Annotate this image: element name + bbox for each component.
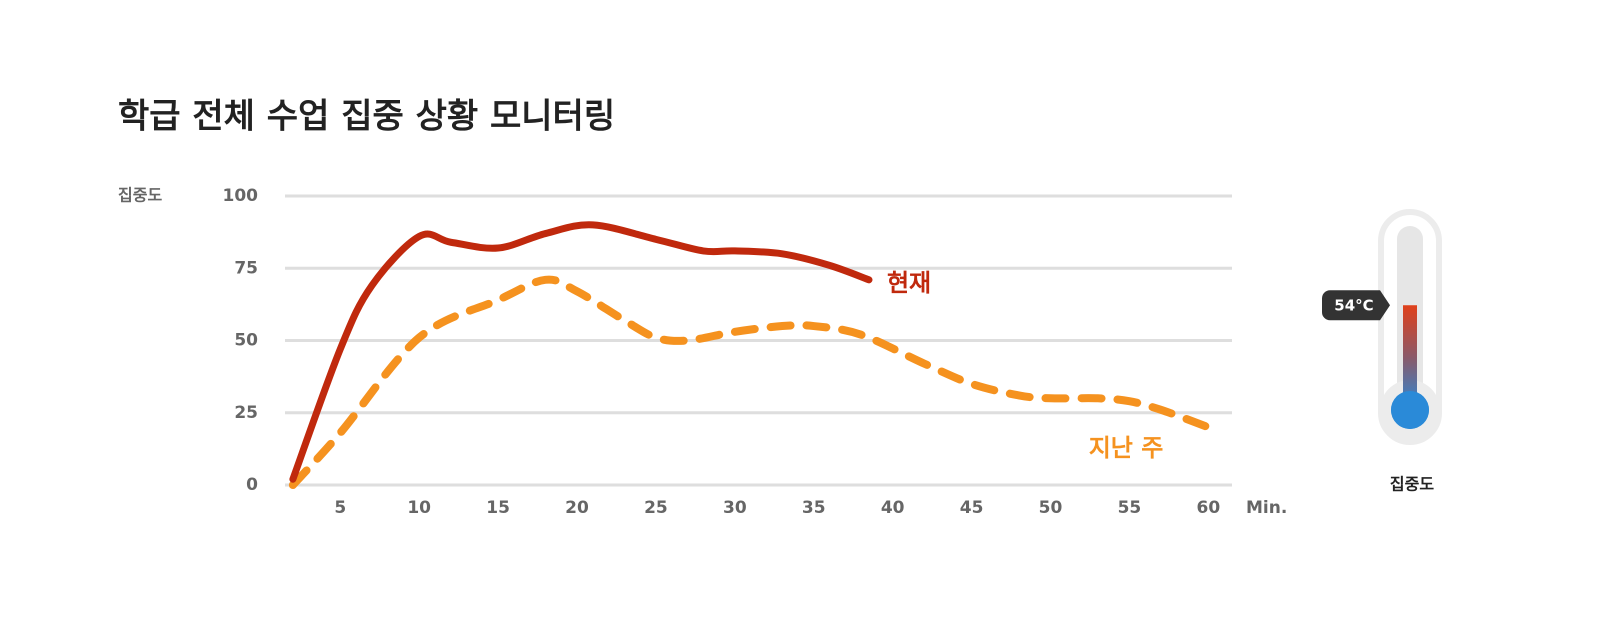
x-axis-label: Min. [1246,498,1287,518]
x-tick-label: 55 [1118,498,1142,518]
thermometer-label: 집중도 [1390,475,1434,494]
line [288,275,1213,489]
thermometer-fill [1403,305,1417,410]
legend-label: 지난 주 [1089,434,1164,462]
x-tick-label: 50 [1039,498,1063,518]
x-tick-label: 45 [960,498,984,518]
value-label: 54°C [1334,297,1373,315]
value-badge [1322,290,1390,321]
x-tick-label: 5 [334,498,346,518]
x-tick-label: 60 [1196,498,1220,518]
x-tick-label: 15 [486,498,510,518]
y-tick-label: 0 [246,475,258,495]
legend-label: 현재 [887,269,931,297]
y-tick-label: 100 [223,186,259,206]
x-tick-label: 35 [802,498,826,518]
x-tick-label: 25 [644,498,668,518]
x-tick-label: 10 [407,498,431,518]
x-tick-label: 40 [881,498,905,518]
y-tick-label: 25 [234,403,258,423]
line [289,221,873,483]
y-tick-label: 75 [234,258,258,278]
thermometer-bulb-fill [1391,391,1429,429]
chart-title: 학급 전체 수업 집중 상황 모니터링 [118,97,615,137]
x-tick-label: 20 [565,498,589,518]
y-axis-label: 집중도 [118,186,162,205]
y-tick-label: 50 [234,331,258,351]
x-tick-label: 30 [723,498,747,518]
